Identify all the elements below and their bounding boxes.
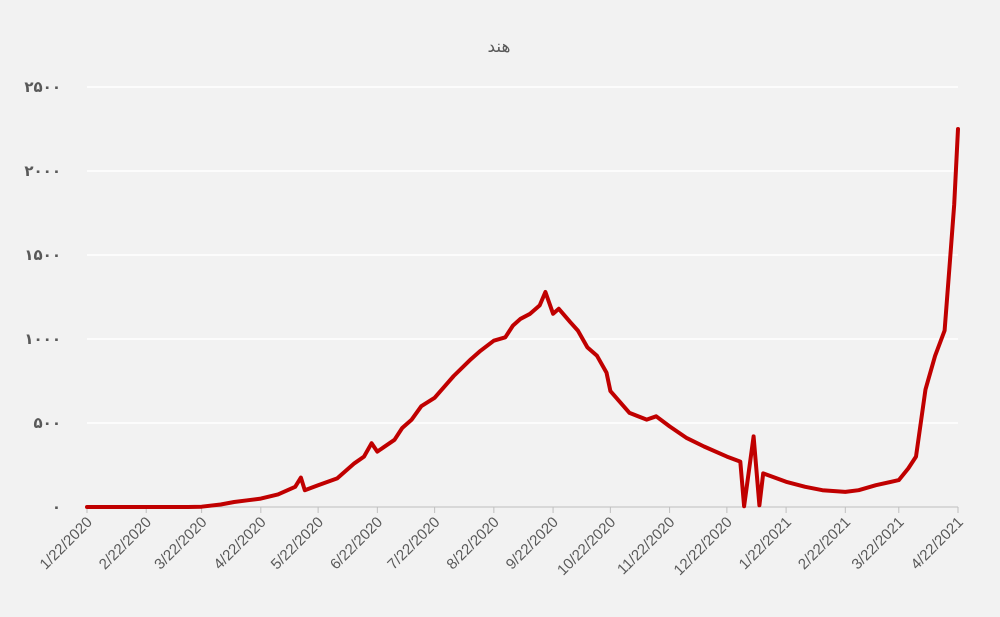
x-tick-label: 4/22/2021 [908, 514, 967, 573]
x-tick-label: 5/22/2020 [268, 514, 327, 573]
x-tick-label: 6/22/2020 [327, 514, 386, 573]
x-tick-label: 4/22/2020 [210, 514, 269, 573]
gridlines [87, 86, 958, 508]
y-tick-label: ۵۰۰ [34, 414, 61, 432]
x-tick-label: 3/22/2020 [151, 514, 210, 573]
x-tick-label: 2/22/2021 [795, 514, 854, 573]
y-tick-label: ۱۵۰۰ [24, 246, 61, 264]
x-tick-label: 2/22/2020 [96, 514, 155, 573]
y-axis-ticks: ۰ ۵۰۰ ۱۰۰۰ ۱۵۰۰ ۲۰۰۰ ۲۵۰۰ [24, 78, 61, 516]
x-tick-label: 12/22/2020 [671, 514, 736, 579]
x-tick-label: 10/22/2020 [554, 514, 619, 579]
y-tick-label: ۰ [52, 498, 61, 516]
series-line [85, 127, 960, 509]
y-tick-label: ۱۰۰۰ [24, 330, 61, 348]
x-tick-label: 7/22/2020 [384, 514, 443, 573]
x-tick-label: 11/22/2020 [614, 514, 678, 578]
x-tick-label: 1/22/2020 [37, 514, 96, 573]
x-tick-label: 9/22/2020 [503, 514, 562, 573]
x-tick-label: 1/22/2021 [736, 514, 795, 573]
x-tick-label: 8/22/2020 [443, 514, 502, 573]
chart-title: هند [487, 37, 510, 57]
y-tick-label: ۲۵۰۰ [24, 78, 61, 96]
x-tick-label: 3/22/2021 [848, 514, 907, 573]
y-tick-label: ۲۰۰۰ [24, 162, 61, 180]
